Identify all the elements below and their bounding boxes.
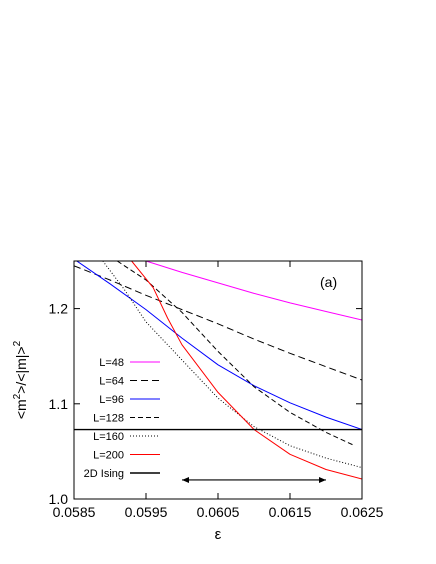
- legend-label-3: L=128: [93, 413, 124, 425]
- x-tick-label-4: 0.0625: [341, 504, 384, 520]
- series-line-0: [145, 261, 362, 321]
- legend-label-1: L=64: [99, 376, 124, 388]
- series-line-5: [131, 261, 362, 480]
- x-tick-label-1: 0.0595: [125, 504, 168, 520]
- y-tick-label-2: 1.2: [49, 301, 69, 317]
- arrow-head-left-0: [182, 476, 189, 483]
- y-label-sup2: 2: [12, 340, 23, 346]
- legend-label-5: L=200: [93, 450, 124, 462]
- y-axis-label: <m2>/<|m|>2: [12, 340, 29, 419]
- y-label-mid: >/<|m|>: [13, 346, 29, 393]
- x-tick-labels: 0.0585 0.0595 0.0605 0.0615 0.0625: [53, 504, 384, 520]
- legend-label-2: L=96: [99, 394, 124, 406]
- y-label-sup1: 2: [12, 393, 23, 399]
- plot-area: [74, 261, 362, 499]
- y-tick-label-0: 1.0: [49, 491, 69, 507]
- series-line-1: [74, 265, 362, 381]
- y-tick-labels: 1.0 1.1 1.2: [49, 301, 69, 507]
- legend-label-4: L=160: [93, 431, 124, 443]
- x-axis-label: ε: [215, 526, 222, 543]
- plot-frame: [73, 260, 363, 500]
- legend-label-0: L=48: [99, 357, 124, 369]
- series-line-4: [102, 261, 362, 469]
- y-label-open: <m: [13, 399, 29, 419]
- legend-label-6: 2D Ising: [84, 468, 124, 480]
- series-line-2: [75, 261, 362, 430]
- series-layer: [74, 261, 362, 480]
- x-tick-label-0: 0.0585: [53, 504, 96, 520]
- annotation-layer: [182, 476, 326, 483]
- legend: L=48 L=64 L=96 L=128 L=160 L=200 2D Ising: [84, 357, 160, 480]
- x-tick-label-2: 0.0605: [197, 504, 240, 520]
- panel-label: (a): [320, 274, 337, 290]
- x-tick-label-3: 0.0615: [269, 504, 312, 520]
- arrow-head-right-0: [319, 476, 326, 483]
- y-tick-label-1: 1.1: [49, 396, 69, 412]
